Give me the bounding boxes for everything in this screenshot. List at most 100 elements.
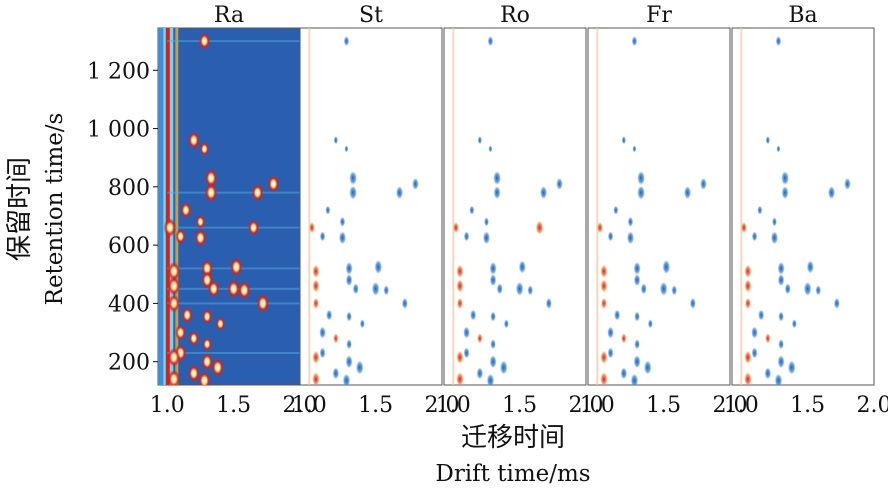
x-tick-label: 2.0 (857, 393, 888, 418)
peak-spot (198, 371, 211, 385)
x-tick-label: 1.5 (502, 393, 537, 418)
y-tick-label: 1 000 (87, 118, 150, 143)
peak-increase (456, 264, 464, 279)
peak-decrease (627, 216, 634, 227)
peak-spot (207, 279, 220, 298)
peak-decrease (637, 185, 646, 200)
x-tick-label: 2.0 (425, 393, 460, 418)
peak-decrease (412, 177, 419, 191)
peak-increase (744, 350, 752, 365)
peak-decrease (344, 145, 349, 153)
y-tick-label: 400 (108, 292, 150, 317)
peak-decrease (777, 354, 785, 369)
x-tick-label: 1.5 (216, 393, 251, 418)
x-tick-label: 2.0 (283, 393, 318, 418)
peak-increase (535, 220, 544, 235)
peak-decrease (345, 273, 353, 287)
reactant-ion-peak-trace (596, 28, 599, 385)
peak-spot (188, 330, 200, 347)
peak-spot (202, 337, 212, 352)
peak-increase (312, 371, 320, 385)
background-streak (167, 191, 300, 194)
peak-increase (456, 350, 464, 365)
peak-decrease (527, 285, 534, 296)
peak-decrease (319, 326, 326, 339)
y-axis-label-cn: 保留时间 (5, 157, 35, 261)
peak-decrease (791, 319, 797, 329)
peak-decrease (637, 170, 646, 186)
peak-decrease (758, 309, 765, 321)
peak-decrease (489, 273, 497, 287)
y-axis: 200 400 600 800 1 000 1 200 (87, 59, 158, 376)
peak-decrease (489, 261, 497, 276)
peak-decrease (333, 136, 339, 145)
reactant-ion-peak-trace (308, 28, 311, 385)
reactant-ion-peak-line (165, 28, 170, 385)
peak-spot (256, 293, 270, 313)
panel-ra: Ra 1.0 1.5 2.0 (150, 3, 318, 418)
peak-decrease (487, 35, 494, 47)
heatmap-panels: Ra 1.0 1.5 2.0 St 1.0 1.5 2.0 Ro 1.0 1.5 2.0 Fr 1.0 1.… (150, 3, 888, 418)
x-tick-label: 2.0 (713, 393, 748, 418)
y-tick-label: 800 (108, 176, 150, 201)
peak-decrease (614, 309, 621, 321)
peak-decrease (483, 217, 489, 227)
peak-decrease (476, 367, 484, 380)
peak-spot (187, 364, 200, 383)
panel-title: Ba (788, 3, 817, 28)
peak-spot (181, 306, 193, 324)
peak-decrease (621, 136, 627, 145)
peak-decrease (359, 319, 365, 329)
x-tick-label: 1.5 (790, 393, 825, 418)
background-streak (167, 40, 300, 43)
peak-spot (163, 218, 177, 238)
peak-decrease (757, 205, 763, 215)
peak-increase (456, 279, 464, 293)
peak-decrease (325, 205, 331, 215)
peak-decrease (771, 217, 777, 227)
peak-increase (312, 264, 320, 279)
peak-decrease (764, 367, 772, 380)
peak-increase (456, 297, 464, 310)
peak-spot (187, 131, 200, 150)
background-streak (167, 226, 300, 229)
peak-spot (201, 352, 214, 371)
peak-decrease (784, 283, 791, 295)
peak-spot (195, 214, 206, 229)
peak-decrease (493, 170, 502, 186)
reactant-ion-peak-trace (740, 28, 743, 385)
panel-ro: Ro 1.0 1.5 2.0 (436, 3, 604, 418)
peak-spot (201, 308, 213, 325)
peak-decrease (518, 260, 526, 274)
peak-decrease (493, 185, 501, 200)
peak-decrease (751, 231, 758, 242)
peak-decrease (633, 273, 641, 287)
x-tick-label: 1.5 (358, 393, 393, 418)
peak-increase (477, 333, 483, 344)
y-tick-label: 1 200 (87, 59, 150, 84)
peak-increase (308, 221, 316, 234)
x-tick-label: 1.0 (436, 393, 471, 418)
peak-decrease (349, 170, 358, 186)
peak-decrease (776, 145, 781, 153)
peak-decrease (545, 297, 552, 310)
peak-increase (600, 297, 608, 310)
peak-decrease (352, 283, 359, 295)
peak-decrease (355, 360, 364, 375)
peak-decrease (777, 261, 785, 276)
x-tick-label: 1.5 (646, 393, 681, 418)
peak-decrease (496, 283, 503, 295)
peak-decrease (319, 347, 326, 359)
peak-decrease (827, 185, 836, 200)
peak-increase (621, 333, 627, 344)
peak-decrease (607, 231, 614, 242)
peak-increase (744, 264, 752, 279)
peak-decrease (751, 326, 758, 339)
peak-spot (175, 228, 186, 245)
peak-decrease (463, 347, 470, 359)
peak-decrease (470, 309, 477, 321)
peak-spot (204, 168, 218, 188)
peak-increase (600, 350, 608, 365)
panel-background (587, 27, 731, 386)
